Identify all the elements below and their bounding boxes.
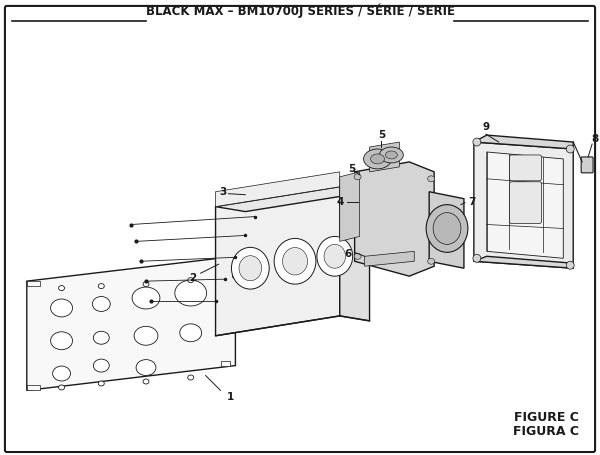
Polygon shape [215,172,340,207]
Polygon shape [429,192,464,268]
Ellipse shape [274,238,316,284]
Polygon shape [370,142,400,172]
Polygon shape [474,142,573,268]
Polygon shape [474,135,573,149]
Text: 4: 4 [336,197,343,207]
Ellipse shape [59,286,65,291]
Ellipse shape [428,176,434,182]
FancyBboxPatch shape [581,157,593,173]
Ellipse shape [364,149,391,169]
Ellipse shape [283,248,308,275]
Text: 2: 2 [189,273,196,283]
Ellipse shape [132,287,160,309]
Ellipse shape [188,278,194,283]
Ellipse shape [379,147,403,163]
Text: BLACK MAX – BM10700J SERIES / SÉRIE / SERIE: BLACK MAX – BM10700J SERIES / SÉRIE / SE… [146,3,455,18]
Polygon shape [27,256,235,390]
Ellipse shape [317,237,353,276]
Ellipse shape [239,256,262,281]
Text: FIGURA C: FIGURA C [514,425,580,438]
Ellipse shape [371,154,385,164]
Polygon shape [487,152,563,258]
Ellipse shape [180,324,202,342]
Ellipse shape [473,138,481,146]
Polygon shape [221,256,230,259]
Polygon shape [355,162,434,276]
Text: 5: 5 [348,164,355,174]
Ellipse shape [50,332,73,350]
Ellipse shape [426,205,468,253]
Text: 7: 7 [468,197,476,207]
Ellipse shape [175,280,206,306]
Polygon shape [215,187,340,336]
FancyBboxPatch shape [509,182,541,223]
Ellipse shape [354,253,361,259]
Polygon shape [340,172,359,242]
Polygon shape [221,361,230,365]
Text: 1: 1 [227,392,234,402]
Ellipse shape [94,359,109,372]
Ellipse shape [324,244,346,268]
Ellipse shape [433,212,461,244]
Ellipse shape [473,254,481,262]
Ellipse shape [59,385,65,390]
Polygon shape [365,251,414,266]
Ellipse shape [53,366,70,381]
Text: 6: 6 [344,249,352,259]
Ellipse shape [136,359,156,375]
Ellipse shape [188,375,194,380]
Polygon shape [27,385,40,390]
Ellipse shape [354,174,361,180]
Ellipse shape [566,261,574,269]
Ellipse shape [232,274,238,278]
Ellipse shape [134,326,158,345]
Ellipse shape [566,145,574,153]
Text: 3: 3 [219,187,226,197]
Ellipse shape [143,379,149,384]
Text: 8: 8 [592,134,599,144]
Ellipse shape [143,282,149,287]
Polygon shape [474,256,573,268]
Ellipse shape [98,381,104,386]
Ellipse shape [92,297,110,311]
Text: FIGURE C: FIGURE C [514,411,579,424]
Text: 9: 9 [482,122,490,132]
FancyBboxPatch shape [509,155,541,181]
Polygon shape [215,187,370,212]
Ellipse shape [98,283,104,288]
Text: 5: 5 [378,130,385,140]
FancyBboxPatch shape [5,6,595,452]
Polygon shape [340,187,370,321]
Ellipse shape [50,299,73,317]
Polygon shape [27,281,40,286]
Ellipse shape [232,248,269,289]
Ellipse shape [428,258,434,264]
Ellipse shape [94,331,109,344]
Ellipse shape [385,151,397,159]
